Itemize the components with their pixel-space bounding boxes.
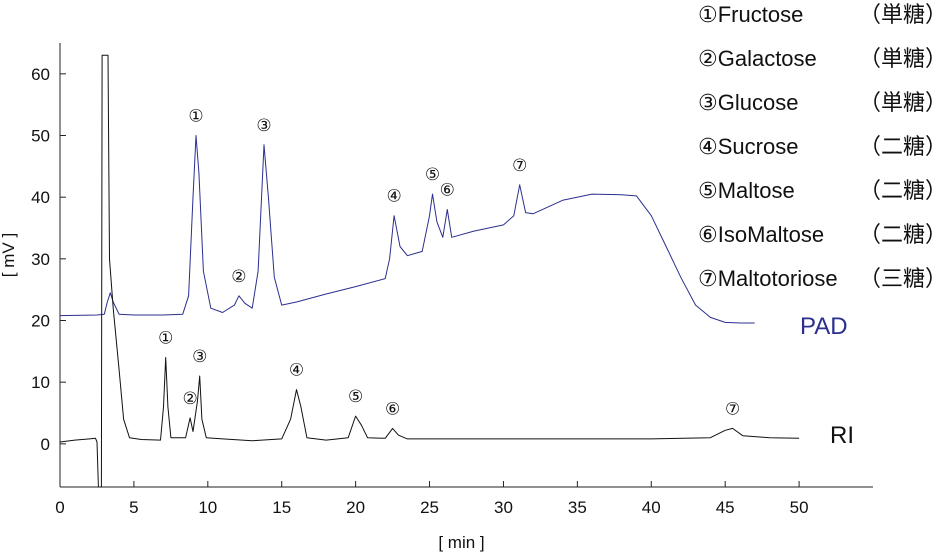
peak-label-pad: ③ [256,116,271,135]
legend-entry: ②Galactose （単糖） [698,46,947,71]
legend-entry: ④Sucrose （二糖） [698,134,947,159]
legend-entry-name: ③Glucose [698,90,798,115]
legend-entry-name: ⑤Maltose [698,178,795,203]
x-tick-label: 10 [198,498,217,517]
y-tick-label: 60 [31,65,50,84]
legend-entry-name: ①Fructose [698,2,803,27]
peak-label-ri: ③ [192,347,207,366]
legend-entry-name: ②Galactose [698,46,817,71]
y-tick-label: 30 [31,250,50,269]
legend-entry-kind: （単糖） [859,2,947,27]
x-axis-label: [ min ] [438,533,484,552]
legend-entry-kind: （三糖） [859,266,947,291]
x-tick-label: 50 [790,498,809,517]
series-line-pad [59,135,755,324]
legend-entry-name: ④Sucrose [698,134,798,159]
legend: ①Fructose （単糖） ②Galactose （単糖） ③Glucose （単糖） ④… [698,2,947,291]
axes [59,43,873,488]
legend-entry-name: ⑦Maltotoriose [698,266,838,291]
legend-entry: ③Glucose （単糖） [698,90,947,115]
legend-entry-name: ⑥IsoMaltose [698,222,824,247]
x-tick-label: 0 [55,498,64,517]
peak-label-ri: ⑦ [725,399,740,418]
legend-entry-kind: （単糖） [859,46,947,71]
x-tick-label: 15 [272,498,291,517]
legend-entry: ⑥IsoMaltose （二糖） [698,222,947,247]
legend-entry: ⑦Maltotoriose （三糖） [698,266,947,291]
x-tick-label: 35 [568,498,587,517]
legend-entry-kind: （二糖） [859,178,947,203]
x-tick-label: 5 [129,498,138,517]
x-tick-label: 25 [420,498,439,517]
peak-label-pad: ② [231,267,246,286]
y-tick-label: 10 [31,373,50,392]
y-tick-label: 40 [31,188,50,207]
x-tick-label: 40 [642,498,661,517]
peak-label-pad: ① [188,107,203,126]
peak-label-pad: ⑤ [425,165,440,184]
legend-entry: ⑤Maltose （二糖） [698,178,947,203]
peak-label-ri: ⑤ [348,387,363,406]
peak-label-pad: ⑥ [440,181,455,200]
x-tick-label: 30 [494,498,513,517]
series-line-ri [59,54,800,488]
y-axis-ticks: 0 10 20 30 40 50 60 [31,65,66,454]
x-axis-ticks: 0 5 10 15 20 25 30 35 40 45 50 [55,481,809,517]
peak-label-ri: ① [158,329,173,348]
y-axis-label: [ mV ] [0,233,18,277]
legend-entry-kind: （二糖） [859,134,947,159]
x-tick-label: 45 [716,498,735,517]
series-label-ri: RI [830,422,854,449]
peak-label-ri: ⑥ [385,399,400,418]
series-label-pad: PAD [800,313,848,340]
x-tick-label: 20 [346,498,365,517]
peak-label-pad: ④ [386,187,401,206]
legend-entry: ①Fructose （単糖） [698,2,947,27]
peak-label-ri: ④ [289,361,304,380]
series-lines [59,54,800,488]
y-tick-label: 50 [31,127,50,146]
legend-entry-kind: （二糖） [859,222,947,247]
y-tick-label: 0 [41,435,50,454]
peak-label-ri: ② [182,389,197,408]
y-tick-label: 20 [31,312,50,331]
peak-label-pad: ⑦ [512,156,527,175]
legend-entry-kind: （単糖） [859,90,947,115]
